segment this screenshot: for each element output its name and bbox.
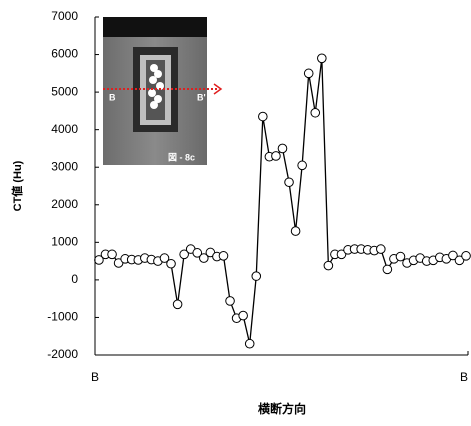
marker [291,227,300,236]
marker [377,245,386,254]
marker [173,300,182,309]
marker [219,252,228,261]
marker [167,259,176,268]
y-tick-label: -1000 [47,310,78,324]
y-tick-label: 1000 [51,235,78,249]
x-axis-label: 横断方向 [258,401,306,416]
marker [226,297,235,306]
marker [383,265,392,274]
marker [108,250,117,259]
inset-image: B B' 図 - 8c [103,17,221,165]
inset-label: B [109,92,116,102]
y-tick-label: 4000 [51,122,78,136]
y-tick-label: 2000 [51,197,78,211]
x-tick-label: B [91,370,99,384]
inset-label: B' [197,92,206,102]
marker [304,69,313,78]
marker [239,311,248,320]
y-tick-label: 3000 [51,159,78,173]
x-tick-label: B [460,370,468,384]
marker [259,112,268,121]
marker [298,161,307,170]
y-tick-label: 0 [71,272,78,286]
marker [245,339,254,348]
marker [318,54,327,63]
marker [278,144,287,153]
y-tick-label: 5000 [51,84,78,98]
marker [462,252,471,261]
marker [396,252,405,261]
y-tick-label: -2000 [47,347,78,361]
y-axis-label: CT値 (Hu) [10,160,24,211]
inset-caption: 図 - 8c [168,152,195,162]
marker [311,108,320,117]
y-tick-label: 6000 [51,47,78,61]
marker [285,178,294,187]
marker [324,261,333,270]
marker [252,272,261,281]
chart: B B' 図 - 8c CT値 (Hu) 横断方向 -2000 -1000 0 100… [0,0,471,421]
y-tick-label: 7000 [51,9,78,23]
marker [272,152,281,161]
